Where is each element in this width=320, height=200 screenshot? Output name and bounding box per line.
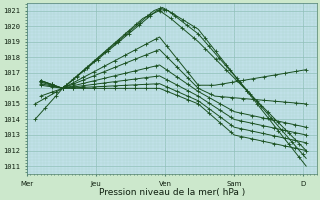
X-axis label: Pression niveau de la mer( hPa ): Pression niveau de la mer( hPa ) [99, 188, 245, 197]
